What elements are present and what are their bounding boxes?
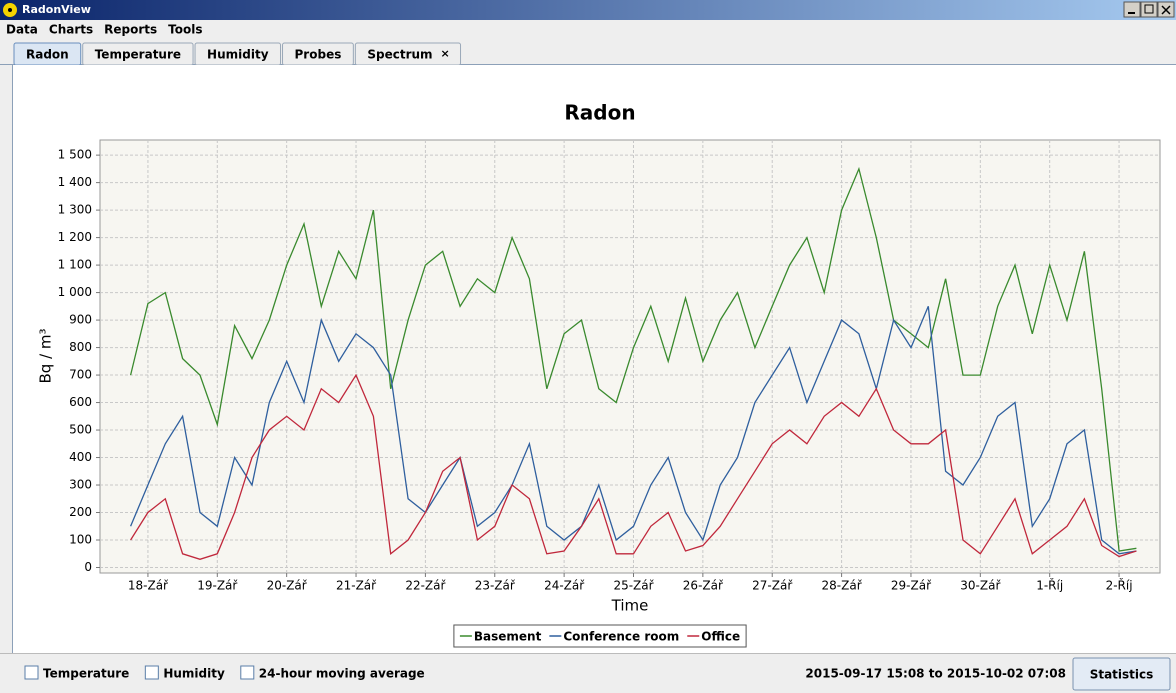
x-tick-label: 18-Zář	[128, 579, 169, 593]
y-tick-label: 1 400	[58, 175, 92, 189]
tab[interactable]: Temperature	[82, 42, 194, 66]
x-tick-label: 21-Zář	[336, 579, 377, 593]
x-tick-label: 22-Zář	[405, 579, 446, 593]
tab-label: Temperature	[95, 48, 181, 62]
y-tick-label: 1 000	[58, 285, 92, 299]
checkbox-label[interactable]: Humidity	[163, 667, 225, 681]
x-tick-label: 29-Zář	[891, 579, 932, 593]
series-line	[129, 166, 1137, 552]
tab-label: Radon	[26, 48, 69, 62]
y-tick-label: 300	[69, 478, 92, 492]
y-tick-label: 100	[69, 533, 92, 547]
x-tick-label: 24-Zář	[544, 579, 585, 593]
x-tick-label: 25-Zář	[613, 579, 654, 593]
tab-label: Spectrum	[367, 48, 432, 62]
checkbox[interactable]	[24, 665, 39, 680]
x-axis-label: Time	[611, 597, 649, 615]
legend: Basement Conference room Office	[453, 624, 747, 648]
menu-item[interactable]: Data	[6, 23, 38, 37]
tab-label: Humidity	[207, 48, 269, 62]
checkbox[interactable]	[240, 665, 255, 680]
menu-bar: Data Charts Reports Tools	[6, 23, 203, 37]
menu-item[interactable]: Tools	[168, 23, 202, 37]
y-tick-label: 1 300	[58, 203, 92, 217]
x-tick-label: 27-Zář	[752, 579, 793, 593]
checkbox-label[interactable]: Temperature	[43, 667, 129, 681]
tab[interactable]: Spectrum ×	[354, 42, 462, 66]
checkbox-label[interactable]: 24-hour moving average	[259, 667, 425, 681]
y-tick-label: 200	[69, 505, 92, 519]
legend-box	[453, 624, 747, 648]
menu-item[interactable]: Reports	[104, 23, 157, 37]
tab-label: Probes	[295, 48, 342, 62]
checkbox[interactable]	[144, 665, 159, 680]
x-tick-label: 19-Zář	[197, 579, 238, 593]
x-tick-label: 2-Říj	[1106, 578, 1133, 593]
x-tick-label: 28-Zář	[822, 579, 863, 593]
legend-label: Office	[701, 630, 740, 644]
menu-item[interactable]: Charts	[49, 23, 93, 37]
tab-close[interactable]: ×	[441, 47, 450, 60]
window-controls[interactable]	[1123, 1, 1175, 18]
x-tick-label: 30-Zář	[960, 579, 1001, 593]
y-tick-label: 0	[84, 560, 92, 574]
plot-area	[99, 139, 1161, 574]
y-axis-label: Bq / m³	[37, 328, 55, 383]
tab[interactable]: Probes	[282, 42, 354, 66]
legend-label: Conference room	[563, 630, 679, 644]
y-tick-label: 1 500	[58, 148, 92, 162]
x-tick-label: 20-Zář	[267, 579, 308, 593]
series-line	[130, 373, 1137, 560]
title-bar	[0, 0, 1176, 20]
tab[interactable]: Humidity	[194, 42, 282, 66]
x-tick-label: 23-Zář	[475, 579, 516, 593]
y-tick-label: 1 100	[58, 258, 92, 272]
legend-label: Basement	[474, 630, 542, 644]
y-tick-label: 700	[69, 368, 92, 382]
y-tick-label: 400	[69, 450, 92, 464]
tab[interactable]: Radon	[13, 42, 82, 66]
chart-title: Radon	[564, 101, 635, 125]
series-lines	[129, 166, 1137, 560]
y-tick-label: 900	[69, 313, 92, 327]
app-icon	[3, 3, 17, 17]
statistics-button-label[interactable]: Statistics	[1090, 668, 1154, 682]
x-tick-label: 1-Říj	[1036, 578, 1063, 593]
x-tick-label: 26-Zář	[683, 579, 724, 593]
grid: 0 100 200 300 400 500 600 700 800 900 1 000 1 100 1 …	[58, 140, 1160, 593]
y-tick-label: 500	[69, 423, 92, 437]
tab-strip: Radon Temperature Humidity Probes Spectrum ×	[13, 42, 462, 66]
y-tick-label: 600	[69, 395, 92, 409]
footer: Temperature Humidity 24-hour moving averag…	[24, 657, 1171, 691]
statistics-button[interactable]	[1072, 657, 1171, 691]
y-tick-label: 800	[69, 340, 92, 354]
window-title: RadonView	[22, 3, 91, 16]
series-line	[130, 306, 1137, 555]
y-tick-label: 1 200	[58, 230, 92, 244]
date-range: 2015-09-17 15:08 to 2015-10-02 07:08	[805, 667, 1066, 681]
